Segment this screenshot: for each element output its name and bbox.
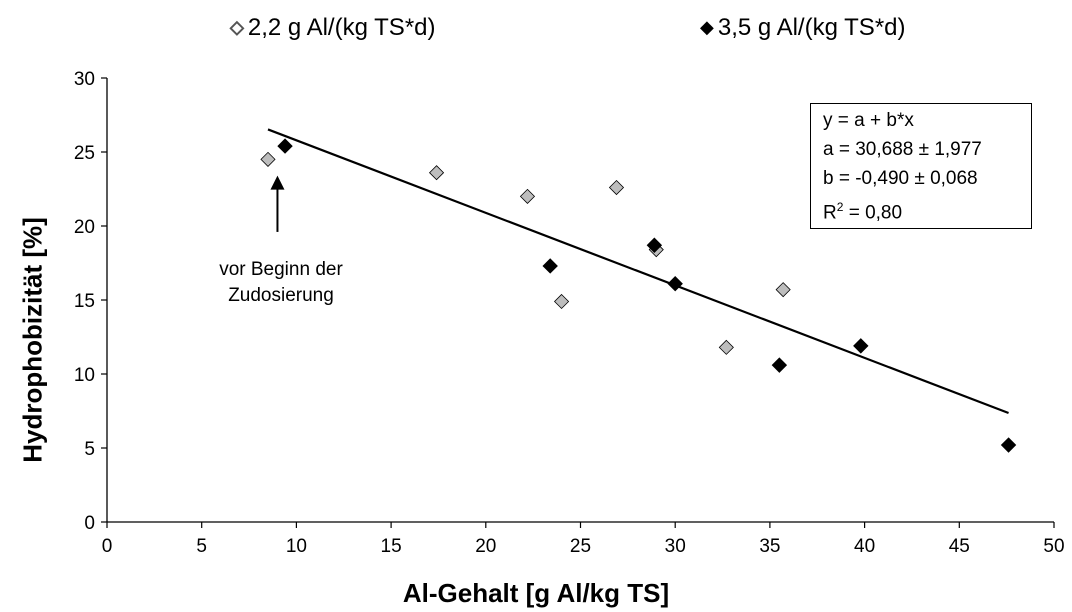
data-point-series-2 bbox=[771, 357, 788, 373]
regression-line bbox=[267, 128, 1009, 415]
data-point-series-2 bbox=[1000, 437, 1017, 453]
data-points bbox=[260, 138, 1017, 453]
annotation-arrow-group bbox=[270, 175, 285, 232]
annotation-line-1: vor Beginn der bbox=[219, 259, 343, 280]
r-squared-value: = 0,80 bbox=[843, 202, 903, 224]
data-point-series-1 bbox=[553, 293, 570, 310]
legend-marker-series-2: ◆ bbox=[700, 17, 714, 37]
data-point-series-1 bbox=[428, 165, 445, 181]
data-point-series-2 bbox=[853, 338, 869, 354]
x-tick-label: 15 bbox=[381, 536, 402, 557]
y-tick-label: 20 bbox=[74, 217, 95, 238]
x-tick-label: 30 bbox=[665, 536, 686, 557]
x-tick-label: 35 bbox=[759, 536, 780, 557]
equation-line-4: R2 = 0,80 bbox=[823, 193, 1031, 227]
regression-line-group bbox=[267, 128, 1009, 415]
x-tick-label: 50 bbox=[1043, 536, 1064, 557]
data-point-series-2 bbox=[542, 258, 558, 274]
x-ticks: 0 5 10 15 20 25 30 35 40 45 50 bbox=[102, 522, 1065, 557]
x-tick-label: 25 bbox=[570, 536, 591, 557]
data-point-series-1 bbox=[260, 151, 276, 167]
legend-label-series-1: 2,2 g Al/(kg TS*d) bbox=[247, 14, 436, 41]
data-point-series-1 bbox=[519, 188, 536, 204]
x-tick-label: 20 bbox=[475, 536, 496, 557]
legend-item-series-1: ◇ 2,2 g Al/(kg TS*d) bbox=[230, 14, 436, 42]
x-tick-label: 40 bbox=[854, 536, 875, 557]
x-tick-label: 45 bbox=[949, 536, 970, 557]
annotation-line-2: Zudosierung bbox=[228, 285, 334, 306]
equation-line-1: y = a + b*x bbox=[823, 110, 914, 131]
y-tick-label: 10 bbox=[74, 365, 95, 386]
regression-equation-box: y = a + b*x a = 30,688 ± 1,977 b = -0,49… bbox=[810, 103, 1032, 229]
y-tick-label: 25 bbox=[74, 143, 95, 164]
equation-line-3: b = -0,490 ± 0,068 bbox=[823, 168, 978, 189]
y-tick-label: 15 bbox=[74, 291, 95, 312]
r-superscript: 2 bbox=[836, 200, 844, 214]
x-tick-label: 10 bbox=[286, 536, 307, 557]
data-point-series-2 bbox=[667, 276, 683, 292]
data-point-series-1 bbox=[775, 282, 791, 298]
legend-marker-series-1: ◇ bbox=[230, 17, 245, 38]
y-tick-label: 5 bbox=[84, 439, 95, 460]
data-point-series-1 bbox=[608, 179, 625, 196]
x-axis-label: Al-Gehalt [g Al/kg TS] bbox=[402, 578, 670, 608]
y-tick-label: 0 bbox=[84, 513, 95, 534]
y-ticks: 0 5 10 15 20 25 30 bbox=[74, 69, 107, 534]
x-tick-label: 0 bbox=[102, 536, 113, 557]
r-symbol: R bbox=[823, 202, 837, 224]
data-point-series-2 bbox=[646, 237, 663, 253]
legend-label-series-2: 3,5 g Al/(kg TS*d) bbox=[717, 14, 906, 41]
y-tick-label: 30 bbox=[74, 69, 95, 90]
annotation-arrow-head bbox=[270, 175, 285, 190]
equation-line-2: a = 30,688 ± 1,977 bbox=[823, 139, 982, 160]
annotation-text: vor Beginn der Zudosierung bbox=[176, 257, 386, 309]
x-tick-label: 5 bbox=[196, 536, 207, 557]
legend-item-series-2: ◆ 3,5 g Al/(kg TS*d) bbox=[700, 14, 906, 42]
data-point-series-1 bbox=[718, 339, 734, 355]
data-point-series-2 bbox=[277, 138, 293, 154]
y-axis-label: Hydrophobizität [%] bbox=[17, 217, 48, 463]
